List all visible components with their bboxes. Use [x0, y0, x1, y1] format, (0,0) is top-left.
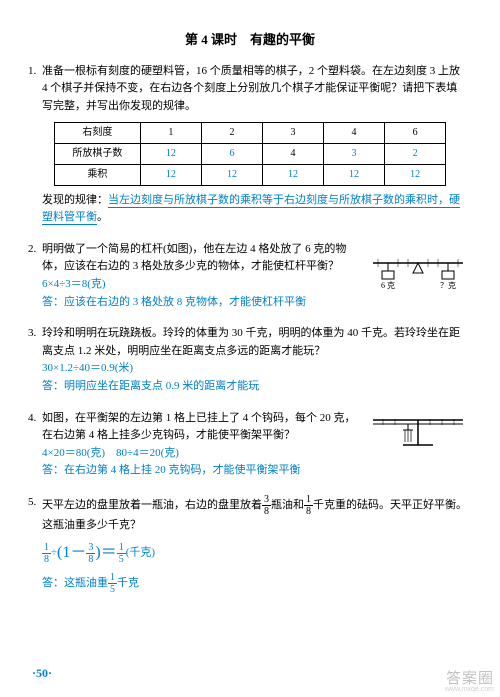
- cell-answer: 2: [385, 143, 446, 164]
- q1-discovery: 发现的规律：当左边刻度与所放棋子数的乘积等于右边刻度与所放棋子数的乘积时，硬塑料…: [42, 192, 468, 227]
- question-2: 2. 明明做了一个简易的杠杆(如图)，他在左边 4 格处放了 6 克的物体，应该…: [32, 241, 468, 311]
- cell-answer: 3: [324, 143, 385, 164]
- q3-calc: 30×1.2÷40＝0.9(米): [42, 360, 468, 378]
- cell: 乘积: [54, 164, 140, 185]
- cell-answer: 12: [140, 143, 201, 164]
- cell-answer: 6: [201, 143, 262, 164]
- cell-answer: 12: [140, 164, 201, 185]
- cell: 4: [324, 122, 385, 143]
- cell-answer: 12: [324, 164, 385, 185]
- cell: 右刻度: [54, 122, 140, 143]
- q3-text: 玲玲和明明在玩跷跷板。玲玲的体重为 30 千克，明明的体重为 40 千克。若玲玲…: [42, 325, 468, 360]
- q2-answer: 答：应该在右边的 3 格处放 8 克物体，才能使杠杆平衡: [42, 294, 468, 312]
- lever-diagram-icon: 6 克 ？克: [368, 251, 468, 291]
- q5-calc: 18÷(1－38)＝15(千克): [42, 540, 468, 566]
- period: 。: [97, 211, 108, 223]
- question-5: 5. 天平左边的盘里放着一瓶油，右边的盘里放着38瓶油和18千克重的砝码。天平正…: [32, 494, 468, 595]
- q5-answer: 答：这瓶油重15千克: [42, 572, 468, 595]
- q5-number: 5.: [28, 494, 36, 512]
- cell: 6: [385, 122, 446, 143]
- cell: 3: [262, 122, 323, 143]
- q4-answer: 答：在右边第 4 格上挂 20 克钩码，才能使平衡架平衡: [42, 462, 468, 480]
- q5-text: 天平左边的盘里放着一瓶油，右边的盘里放着38瓶油和18千克重的砝码。天平正好平衡…: [42, 494, 468, 535]
- cell-answer: 12: [201, 164, 262, 185]
- page-number: ·50·: [32, 664, 52, 683]
- q2-number: 2.: [28, 241, 36, 259]
- cell: 1: [140, 122, 201, 143]
- q3-answer: 答：明明应坐在距离支点 0.9 米的距离才能玩: [42, 378, 468, 396]
- cell: 2: [201, 122, 262, 143]
- watermark-url: www.mxqe.com: [445, 684, 494, 695]
- q1-number: 1.: [28, 63, 36, 81]
- q1-text: 准备一根标有刻度的硬塑料管，16 个质量相等的棋子，2 个塑料袋。在左边刻度 3…: [42, 63, 468, 116]
- question-4: 4. 如图，在平衡架的左边第 1 格上已挂上了 4 个钩码，每个 20 克，在右…: [32, 410, 468, 480]
- cell-answer: 12: [262, 164, 323, 185]
- cell-answer: 12: [385, 164, 446, 185]
- discovery-label-text: 发现的规律：: [42, 194, 108, 206]
- svg-text:？克: ？克: [440, 281, 456, 290]
- svg-text:6 克: 6 克: [381, 281, 395, 290]
- table-row: 右刻度 1 2 3 4 6: [54, 122, 445, 143]
- question-3: 3. 玲玲和明明在玩跷跷板。玲玲的体重为 30 千克，明明的体重为 40 千克。…: [32, 325, 468, 395]
- q1-table: 右刻度 1 2 3 4 6 所放棋子数 12 6 4 3 2 乘积 12 12 …: [54, 122, 446, 186]
- q4-number: 4.: [28, 410, 36, 428]
- table-row: 所放棋子数 12 6 4 3 2: [54, 143, 445, 164]
- table-row: 乘积 12 12 12 12 12: [54, 164, 445, 185]
- cell: 4: [262, 143, 323, 164]
- question-1: 1. 准备一根标有刻度的硬塑料管，16 个质量相等的棋子，2 个塑料袋。在左边刻…: [32, 63, 468, 227]
- q3-number: 3.: [28, 325, 36, 343]
- balance-diagram-icon: [368, 410, 468, 460]
- cell: 所放棋子数: [54, 143, 140, 164]
- lesson-title: 第 4 课时 有趣的平衡: [32, 30, 468, 51]
